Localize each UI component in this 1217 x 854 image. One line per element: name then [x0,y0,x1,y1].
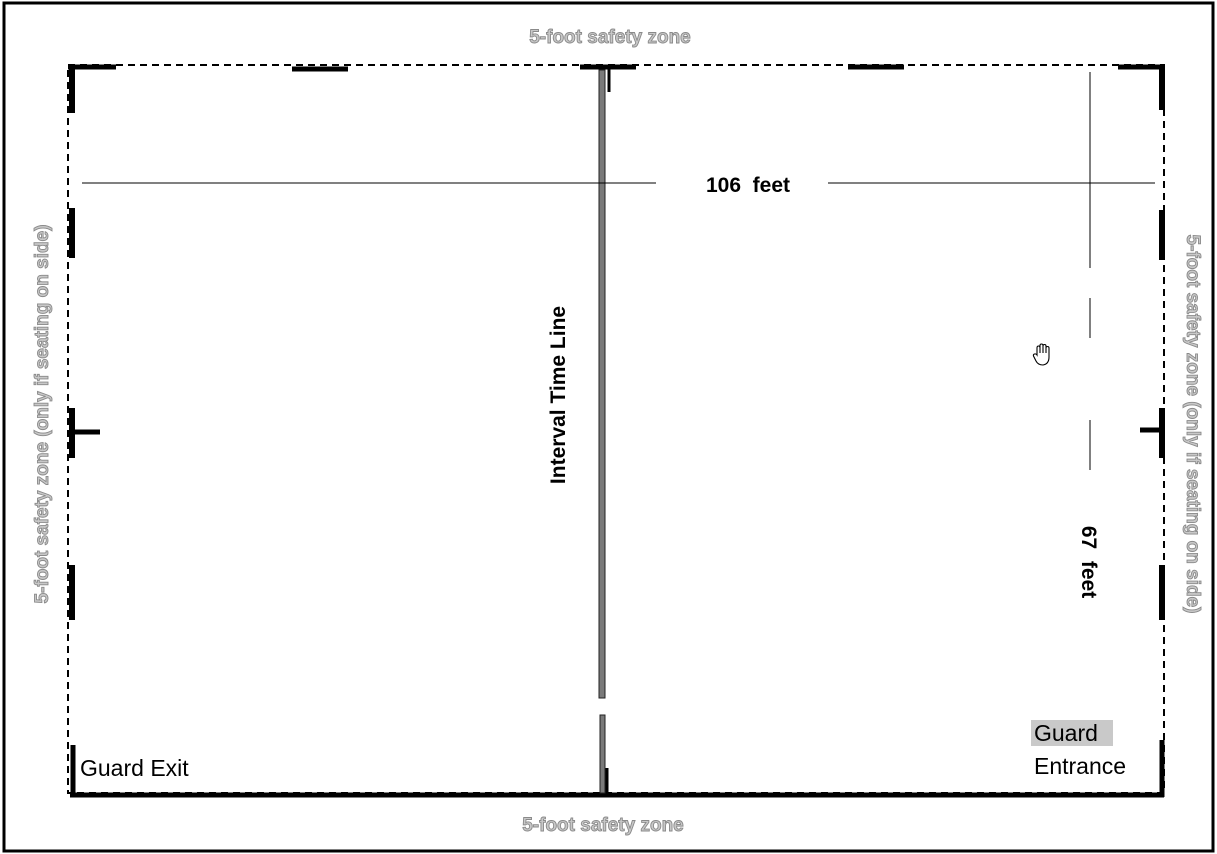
safety-zone-left-label: 5-foot safety zone (only if seating on s… [32,225,53,604]
guard-highlight [1031,720,1113,746]
width-dimension-label: 106 feet [706,174,790,197]
interval-time-line-lower [599,714,606,794]
guard-entrance-line2: Entrance [1034,753,1126,779]
guard-exit-label: Guard Exit [80,755,189,781]
guard-entrance-line1: Guard [1034,720,1098,746]
center-line-label: Interval Time Line [547,306,570,484]
hand-cursor-icon [1032,343,1050,366]
safety-zone-top-label: 5-foot safety zone [529,27,691,48]
interval-time-line [598,69,606,699]
height-dimension-label: 67 feet [1077,526,1100,598]
safety-zone-bottom-label: 5-foot safety zone [522,815,684,836]
safety-zone-boundary [67,64,1165,794]
safety-zone-right-label: 5-foot safety zone (only if seating on s… [1182,235,1203,614]
